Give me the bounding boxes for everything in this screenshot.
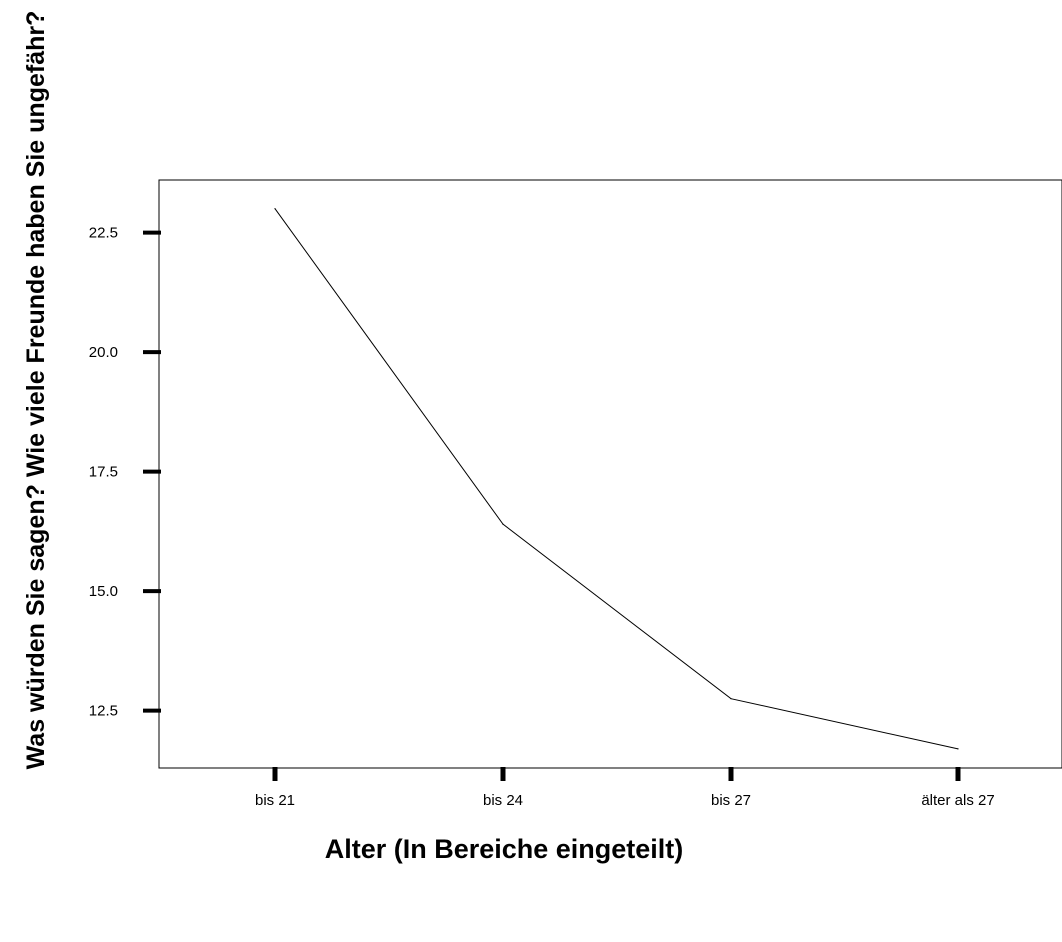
y-axis: 12.5 15.0 17.5 20.0 22.5 [89, 225, 161, 720]
data-point [730, 698, 732, 700]
series-line [274, 208, 959, 750]
y-tick-label: 15.0 [89, 583, 118, 600]
data-point [957, 748, 959, 750]
x-tick-label: bis 21 [255, 792, 295, 809]
y-axis-title: Was würden Sie sagen? Wie viele Freunde … [22, 11, 50, 770]
series-group [274, 208, 959, 750]
plot-frame [158, 179, 1062, 769]
y-tick-label: 12.5 [89, 703, 118, 720]
y-tick-label: 22.5 [89, 225, 118, 242]
x-tick-label: älter als 27 [921, 792, 994, 809]
data-point [502, 523, 504, 525]
x-tick-label: bis 27 [711, 792, 751, 809]
y-tick-label: 20.0 [89, 344, 118, 361]
x-axis-title: Alter (In Bereiche eingeteilt) [325, 834, 684, 864]
x-tick-label: bis 24 [483, 792, 523, 809]
x-axis: bis 21 bis 24 bis 27 älter als 27 [255, 767, 995, 809]
data-point [274, 208, 276, 210]
y-tick-label: 17.5 [89, 464, 118, 481]
